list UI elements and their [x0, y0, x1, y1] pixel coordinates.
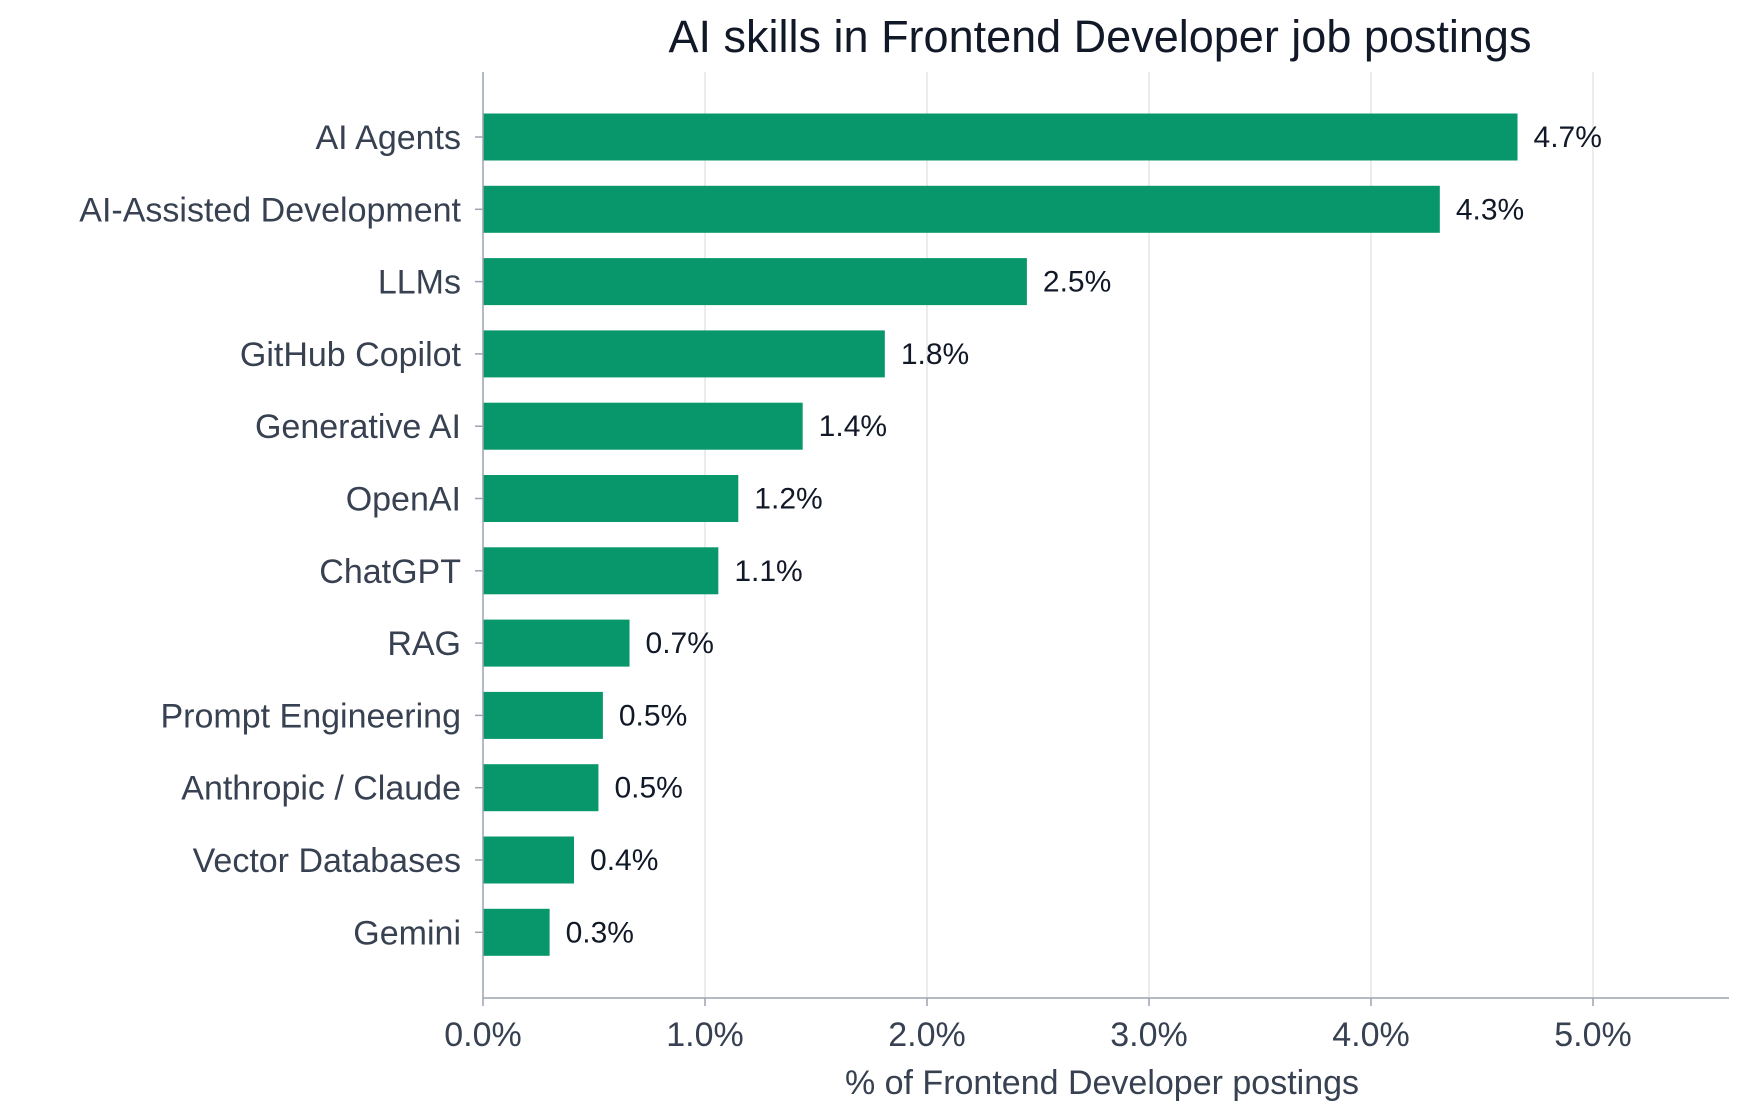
value-label: 4.7%: [1534, 121, 1602, 154]
x-tick-label: 4.0%: [1332, 1016, 1410, 1054]
x-tick-label: 5.0%: [1554, 1016, 1632, 1054]
value-label: 0.5%: [614, 772, 682, 805]
x-tick-label: 1.0%: [666, 1016, 744, 1054]
category-label: Vector Databases: [193, 842, 461, 880]
value-label: 1.1%: [734, 555, 802, 588]
category-label: Gemini: [353, 914, 461, 952]
bar: [483, 619, 630, 667]
chart-title: AI skills in Frontend Developer job post…: [669, 11, 1532, 62]
bar: [483, 185, 1440, 233]
bar: [483, 475, 739, 522]
value-label: 1.2%: [754, 483, 822, 516]
value-label: 1.8%: [901, 338, 969, 371]
x-tick-label: 0.0%: [444, 1016, 522, 1054]
category-label: RAG: [387, 625, 461, 663]
x-tick-label: 3.0%: [1110, 1016, 1188, 1054]
category-label: OpenAI: [346, 481, 461, 519]
value-label: 2.5%: [1043, 266, 1111, 299]
bar: [483, 547, 719, 595]
bar: [483, 402, 803, 450]
category-label: GitHub Copilot: [240, 336, 462, 374]
labels: 0.0% 1.0% 2.0% 3.0% 4.0% 5.0% AI Agents 4.7% AI-…: [79, 119, 1631, 1054]
bar: [483, 258, 1027, 306]
value-label: 0.5%: [619, 699, 687, 732]
category-label: Anthropic / Claude: [181, 770, 461, 808]
category-label: LLMs: [378, 264, 461, 302]
category-label: Generative AI: [255, 408, 461, 446]
axes: [482, 72, 1729, 999]
category-label: AI Agents: [315, 119, 461, 157]
category-label: AI-Assisted Development: [79, 191, 461, 229]
x-tick-label: 2.0%: [888, 1016, 966, 1054]
bar: [483, 764, 599, 812]
bars: [483, 113, 1518, 956]
category-label: Prompt Engineering: [160, 697, 461, 735]
category-label: ChatGPT: [319, 553, 461, 591]
value-label: 0.4%: [590, 844, 658, 877]
value-label: 0.7%: [646, 627, 714, 660]
bar: [483, 113, 1518, 161]
x-axis-title: % of Frontend Developer postings: [845, 1064, 1359, 1102]
bar: [483, 836, 575, 884]
bar: [483, 691, 603, 739]
bar: [483, 330, 885, 378]
bar: [483, 908, 550, 956]
value-label: 4.3%: [1456, 193, 1524, 226]
value-label: 0.3%: [566, 916, 634, 949]
value-label: 1.4%: [819, 410, 887, 443]
